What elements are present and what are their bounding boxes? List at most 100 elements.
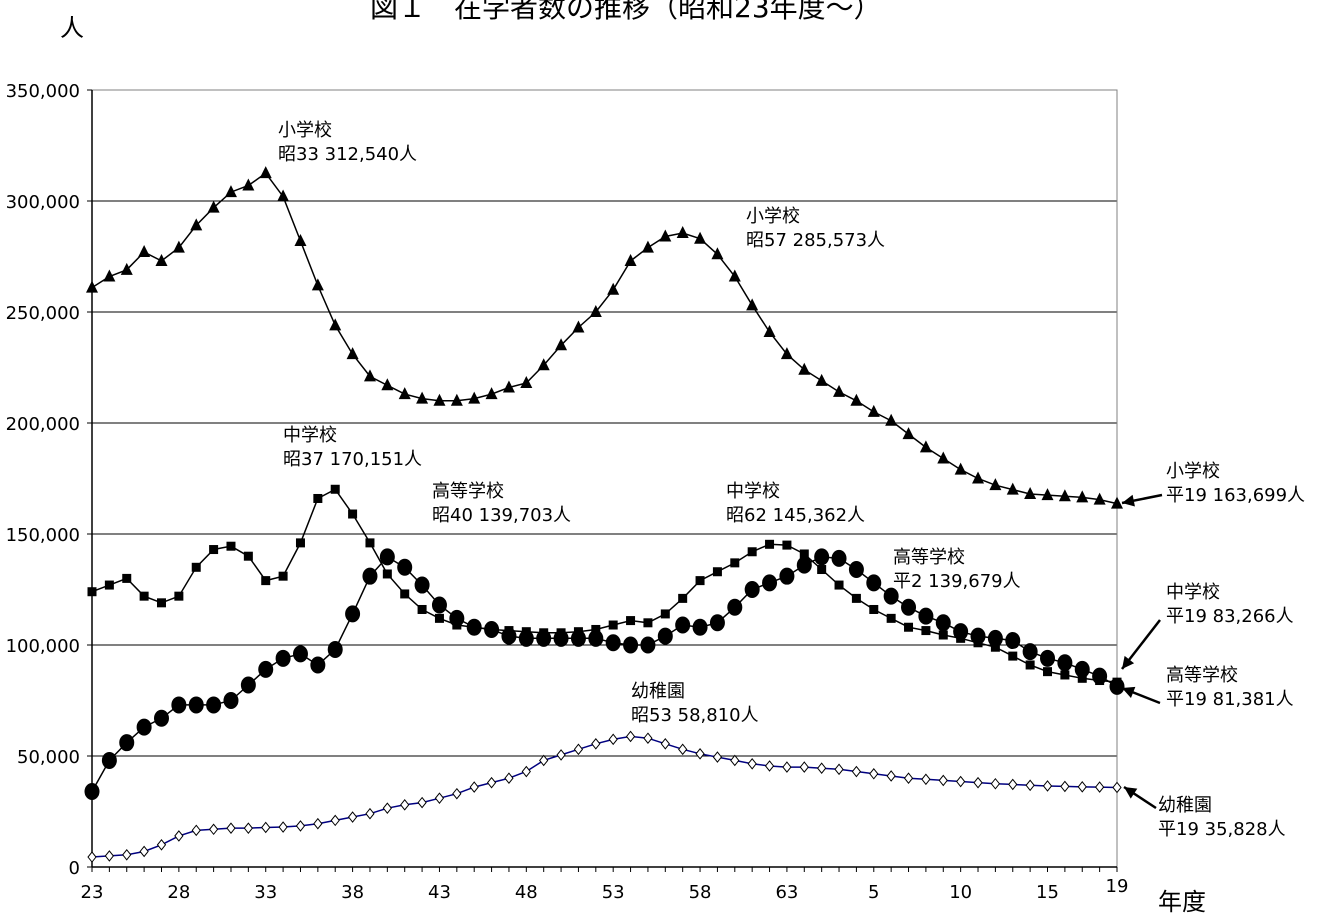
data-point-square — [417, 604, 427, 614]
data-point-circle — [310, 656, 326, 674]
data-point-square — [730, 558, 740, 568]
data-point-triangle — [659, 229, 672, 242]
data-point-circle — [379, 548, 395, 566]
data-point-circle — [188, 696, 204, 714]
data-point-diamond — [938, 774, 948, 787]
data-point-diamond — [365, 807, 375, 820]
data-point-circle — [657, 627, 673, 645]
y-tick-label: 150,000 — [6, 525, 80, 546]
data-point-triangle — [207, 200, 220, 213]
data-point-square — [174, 591, 184, 601]
data-point-circle — [101, 751, 117, 769]
data-point-diamond — [764, 760, 775, 772]
data-point-circle — [1022, 643, 1038, 661]
data-point-triangle — [972, 471, 985, 484]
data-point-diamond — [625, 730, 636, 743]
data-point-circle — [119, 734, 135, 752]
data-point-circle — [1057, 654, 1073, 672]
data-point-square — [261, 576, 271, 586]
data-point-diamond — [643, 732, 653, 745]
data-point-diamond — [730, 754, 740, 767]
data-point-triangle — [294, 233, 307, 246]
data-point-circle — [345, 605, 361, 623]
data-point-circle — [987, 629, 1003, 647]
data-point-circle — [431, 596, 447, 614]
data-point-triangle — [190, 218, 203, 231]
y-tick-label: 200,000 — [6, 414, 80, 435]
data-point-diamond — [330, 814, 340, 827]
data-point-circle — [883, 587, 899, 605]
data-point-diamond — [1008, 778, 1018, 791]
data-point-triangle — [468, 391, 481, 404]
data-point-triangle — [346, 347, 359, 360]
data-point-circle — [327, 640, 343, 658]
data-point-circle — [362, 567, 378, 585]
data-point-triangle — [919, 440, 932, 453]
data-point-square — [313, 493, 323, 503]
chart-title: 図１ 在学者数の推移（昭和23年度～） — [370, 0, 882, 24]
data-point-square — [191, 562, 201, 572]
y-axis-unit-label: 人 — [60, 14, 84, 42]
data-point-circle — [901, 598, 917, 616]
data-point-diamond — [990, 777, 1001, 790]
end-label-value: 平19 83,266人 — [1166, 606, 1294, 627]
data-point-square — [1043, 667, 1053, 677]
annotation-category: 幼稚園 — [631, 681, 685, 702]
y-tick-label: 350,000 — [6, 81, 80, 102]
data-point-square — [278, 571, 288, 581]
data-point-triangle — [746, 298, 759, 311]
arrow-head — [1122, 494, 1135, 507]
data-point-diamond — [921, 773, 931, 786]
data-point-diamond — [591, 737, 601, 750]
data-point-triangle — [1058, 489, 1071, 502]
data-point-square — [365, 538, 375, 548]
data-point-diamond — [556, 749, 566, 761]
series-triangle — [86, 166, 1123, 509]
data-point-diamond — [851, 765, 862, 778]
data-point-triangle — [242, 178, 255, 191]
x-tick-label: 43 — [428, 882, 451, 903]
annotation-value: 昭33 312,540人 — [278, 144, 417, 165]
x-tick-label: 53 — [602, 882, 625, 903]
data-point-triangle — [433, 393, 446, 406]
x-axis-label: 年度 — [1158, 888, 1206, 916]
end-label-category: 中学校 — [1166, 582, 1220, 603]
data-point-diamond — [278, 821, 288, 833]
data-point-diamond — [313, 817, 323, 830]
data-point-square — [348, 509, 358, 519]
data-point-diamond — [956, 775, 966, 788]
data-point-diamond — [817, 762, 827, 775]
data-point-triangle — [572, 320, 585, 333]
data-point-circle — [518, 629, 534, 647]
annotation-value: 昭57 285,573人 — [746, 230, 885, 251]
data-point-diamond — [452, 787, 462, 800]
data-point-square — [1077, 673, 1087, 683]
annotation-category: 中学校 — [726, 481, 780, 502]
x-tick-label: 33 — [254, 882, 277, 903]
data-point-diamond — [174, 830, 184, 842]
data-point-circle — [153, 709, 169, 727]
data-point-square — [869, 604, 879, 614]
data-point-circle — [1074, 660, 1090, 678]
data-point-diamond — [295, 820, 306, 832]
data-point-diamond — [608, 733, 618, 746]
y-tick-label: 250,000 — [6, 303, 80, 324]
data-point-triangle — [624, 253, 637, 266]
data-point-diamond — [521, 765, 531, 778]
data-point-square — [626, 616, 636, 626]
data-point-circle — [484, 620, 500, 638]
data-point-square — [209, 545, 219, 555]
data-point-circle — [588, 629, 604, 647]
data-point-square — [591, 624, 601, 634]
data-point-triangle — [1093, 492, 1106, 505]
data-point-circle — [553, 629, 569, 647]
data-point-diamond — [1060, 780, 1070, 793]
data-point-circle — [935, 614, 951, 632]
data-point-square — [678, 593, 688, 603]
data-point-circle — [953, 623, 969, 641]
x-tick-label: 19 — [1106, 876, 1129, 897]
